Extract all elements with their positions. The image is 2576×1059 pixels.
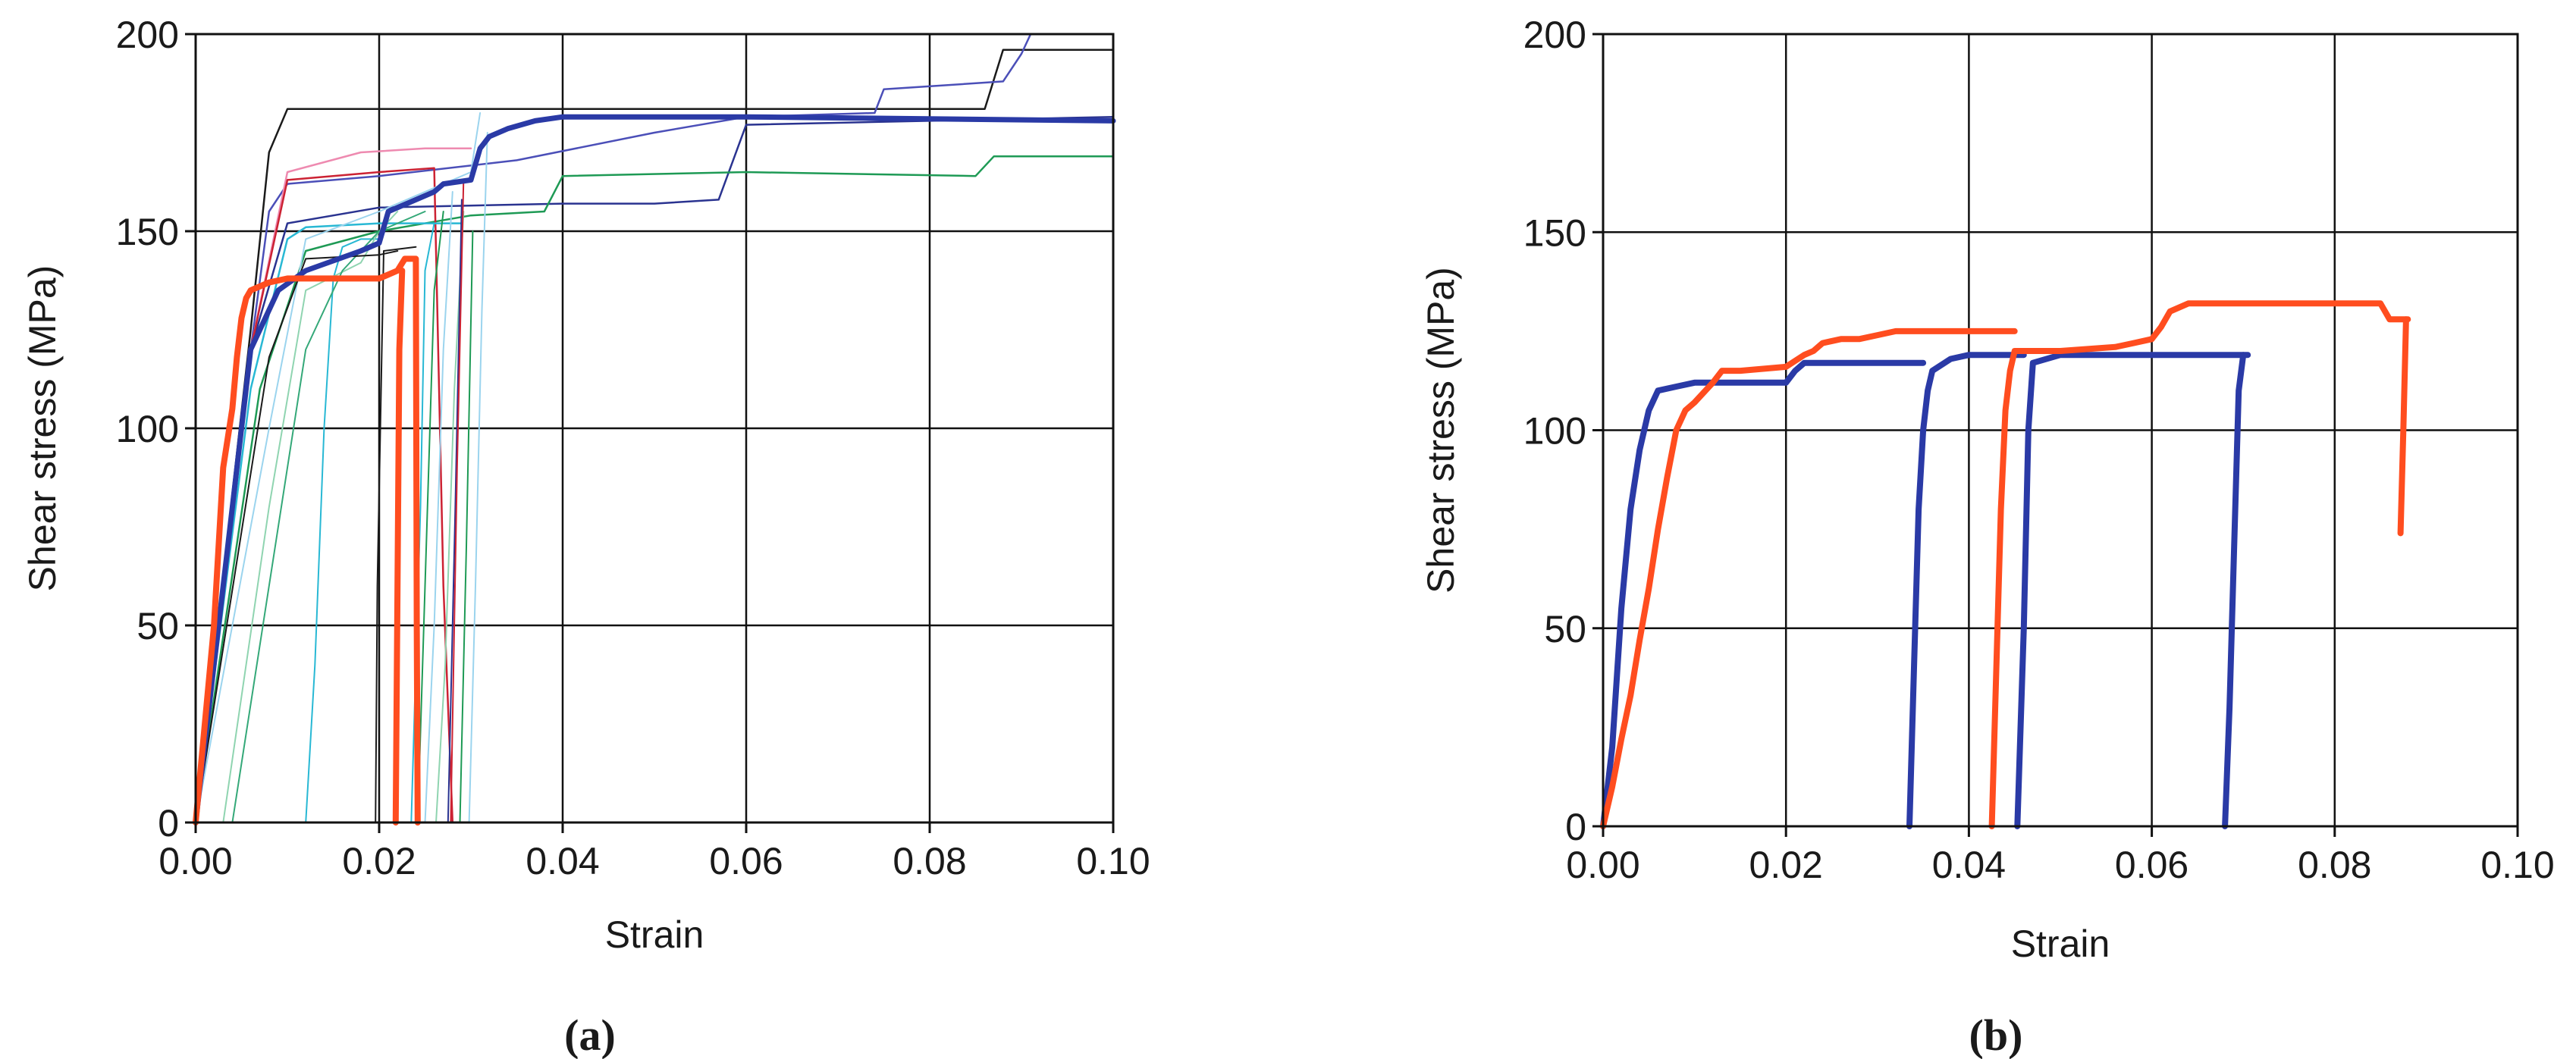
x-tick-label-a: 0.06: [709, 840, 783, 882]
x-tick-label-a: 0.10: [1076, 840, 1150, 882]
series-line-a-19: [459, 230, 474, 823]
ticks-a: 0.00 0.02 0.04 0.06 0.08 0.10 0 50 100 150 200: [116, 14, 1150, 882]
series-line-a-23: [392, 268, 406, 826]
series-group-a: [193, 33, 1116, 826]
series-line-a-20: [468, 132, 488, 823]
series-line-a-22: [193, 255, 421, 826]
series-line-a-0: [194, 49, 1115, 824]
series-group-b: [1600, 300, 2411, 829]
x-tick-label-a: 0.08: [893, 840, 966, 882]
series-line-a-10: [231, 211, 426, 823]
series-line-a-15: [424, 191, 453, 823]
grid-b: [1603, 34, 2518, 826]
series-line-a-8: [195, 112, 482, 823]
chart-panel-a: 0.00 0.02 0.04 0.06 0.08 0.10 0 50 100 150 200 Str…: [21, 14, 1150, 1059]
series-line-b-3: [2222, 352, 2247, 829]
series-line-b-4: [1600, 327, 2018, 829]
y-tick-label-b: 0: [1565, 806, 1586, 848]
x-tick-label-b: 0.08: [2298, 844, 2371, 886]
y-tick-label-a: 150: [116, 211, 179, 253]
y-tick-label-b: 100: [1523, 410, 1586, 453]
series-line-a-17: [447, 199, 463, 823]
y-tick-label-a: 200: [116, 14, 179, 56]
panel-label-a: (a): [564, 1010, 616, 1059]
chart-panel-b: 0.00 0.02 0.04 0.06 0.08 0.10 0 50 100 150 200 Str…: [1420, 14, 2554, 1059]
series-line-a-18: [450, 179, 465, 823]
x-tick-label-b: 0.10: [2480, 844, 2554, 886]
x-tick-label-a: 0.04: [526, 840, 599, 882]
y-tick-label-b: 200: [1523, 14, 1586, 56]
x-tick-label-a: 0.02: [342, 840, 416, 882]
grid-a: [196, 34, 1113, 822]
series-line-a-21: [193, 114, 1116, 826]
y-tick-label-b: 50: [1544, 608, 1586, 650]
series-line-a-6: [194, 222, 463, 824]
x-tick-label-b: 0.06: [2115, 844, 2189, 886]
y-tick-label-a: 100: [116, 408, 179, 450]
series-line-a-14: [416, 211, 444, 823]
series-line-b-5: [1988, 300, 2411, 829]
series-line-a-11: [195, 250, 399, 823]
series-line-b-2: [2014, 352, 2251, 829]
y-axis-label-a: Shear stress (MPa): [21, 265, 64, 592]
x-tick-label-b: 0.04: [1932, 844, 2006, 886]
series-line-b-6: [2397, 316, 2409, 537]
series-line-b-0: [1600, 359, 1927, 829]
x-tick-label-b: 0.00: [1566, 844, 1639, 886]
x-axis-label-b: Strain: [2011, 923, 2110, 965]
series-line-a-1: [194, 33, 1032, 824]
y-tick-label-b: 150: [1523, 211, 1586, 254]
series-line-a-12: [375, 246, 417, 823]
y-axis-label-b: Shear stress (MPa): [1420, 267, 1462, 594]
series-line-b-1: [1906, 352, 2027, 829]
y-tick-label-a: 0: [158, 802, 179, 844]
series-line-a-2: [194, 115, 1115, 824]
x-tick-label-a: 0.00: [158, 840, 232, 882]
y-tick-label-a: 50: [136, 605, 179, 647]
x-tick-label-b: 0.02: [1749, 844, 1823, 886]
x-axis-label-a: Strain: [605, 913, 704, 956]
series-line-a-3: [194, 155, 1115, 824]
panel-label-b: (b): [1969, 1010, 2023, 1059]
ticks-b: 0.00 0.02 0.04 0.06 0.08 0.10 0 50 100 150 200: [1523, 14, 2555, 886]
